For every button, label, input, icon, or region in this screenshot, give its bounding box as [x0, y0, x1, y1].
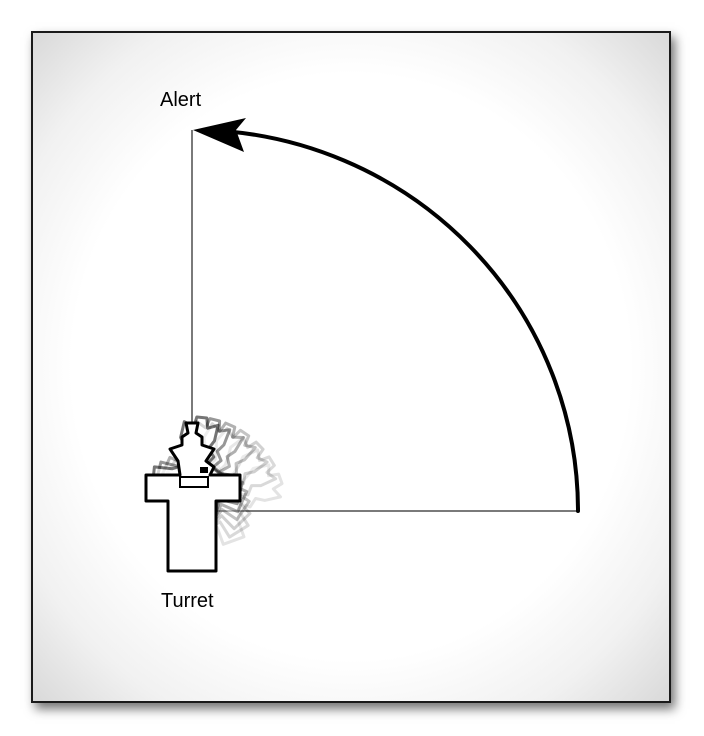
alert-label: Alert	[160, 89, 202, 111]
arrowhead-icon	[193, 118, 246, 152]
turret-icon	[144, 421, 242, 573]
turret-label: Turret	[161, 590, 214, 612]
rotation-arc	[204, 128, 580, 513]
diagram-frame	[31, 31, 671, 703]
